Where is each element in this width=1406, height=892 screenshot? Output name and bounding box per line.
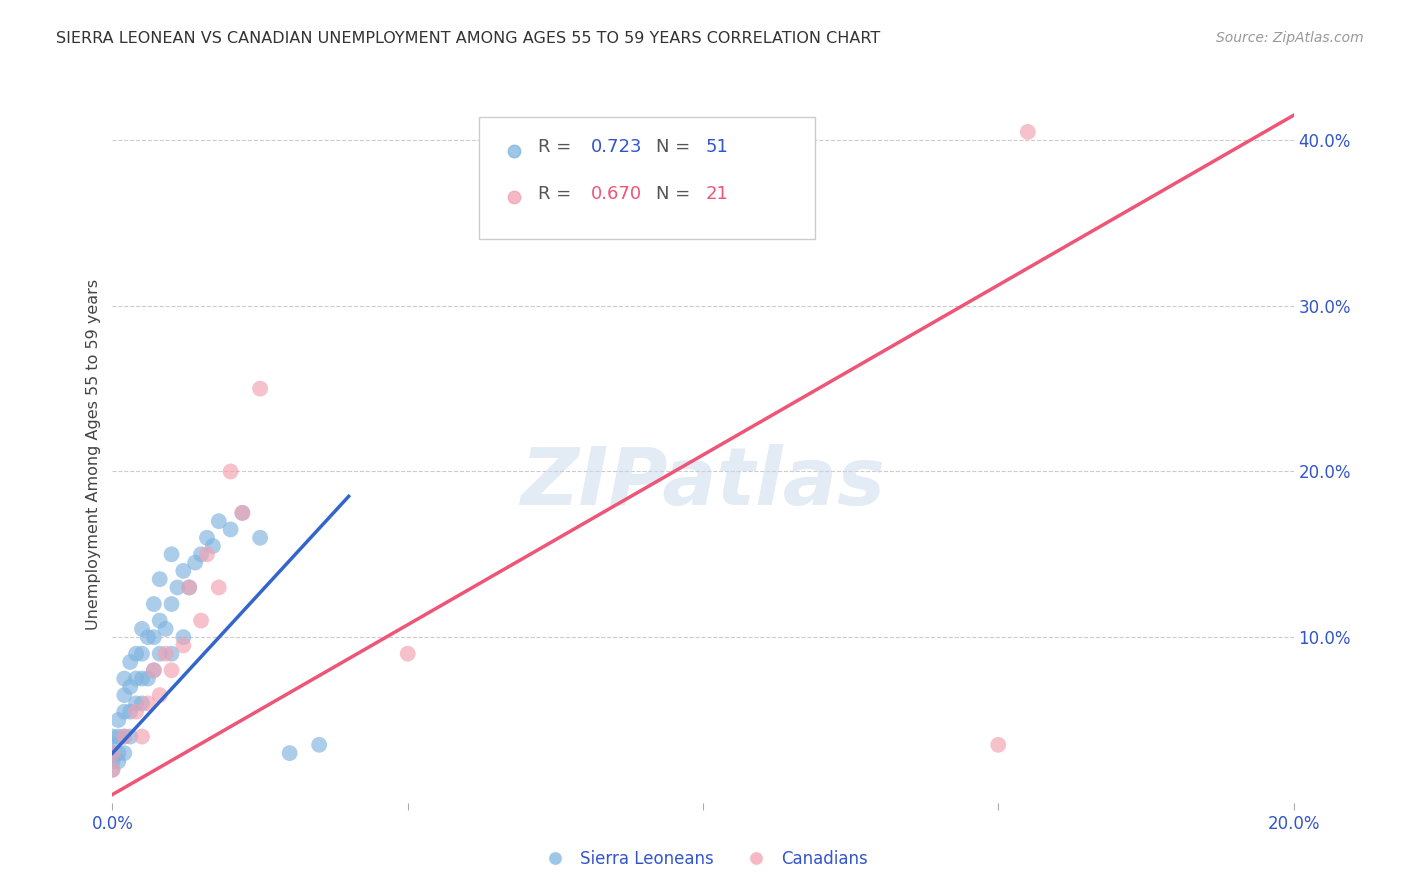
- Point: [120, 655, 142, 669]
- Y-axis label: Unemployment Among Ages 55 to 59 years: Unemployment Among Ages 55 to 59 years: [86, 279, 101, 631]
- Point: [396, 647, 419, 661]
- Point: [101, 746, 124, 760]
- Point: [125, 705, 148, 719]
- Point: [219, 523, 242, 537]
- FancyBboxPatch shape: [478, 118, 815, 239]
- Text: R =: R =: [537, 138, 576, 156]
- Point: [112, 730, 135, 744]
- Point: [149, 647, 172, 661]
- Text: N =: N =: [655, 138, 696, 156]
- Point: [101, 763, 124, 777]
- Point: [125, 647, 148, 661]
- Point: [172, 639, 194, 653]
- Point: [155, 622, 177, 636]
- Text: N =: N =: [655, 185, 696, 203]
- Point: [166, 581, 188, 595]
- Point: [142, 630, 165, 644]
- Point: [131, 697, 153, 711]
- Point: [125, 697, 148, 711]
- Point: [231, 506, 253, 520]
- Point: [160, 647, 183, 661]
- Point: [101, 746, 124, 760]
- Point: [101, 763, 124, 777]
- Point: [249, 531, 271, 545]
- Text: ZIPatlas: ZIPatlas: [520, 443, 886, 522]
- Point: [201, 539, 224, 553]
- Point: [249, 382, 271, 396]
- Text: R =: R =: [537, 185, 576, 203]
- Point: [101, 738, 124, 752]
- Point: [195, 531, 218, 545]
- Point: [131, 622, 153, 636]
- Point: [107, 746, 129, 760]
- Point: [195, 547, 218, 561]
- Point: [131, 730, 153, 744]
- Point: [131, 647, 153, 661]
- Text: 0.723: 0.723: [591, 138, 643, 156]
- Point: [120, 680, 142, 694]
- Point: [136, 697, 159, 711]
- Point: [155, 647, 177, 661]
- Point: [219, 465, 242, 479]
- Point: [136, 672, 159, 686]
- Text: 21: 21: [706, 185, 728, 203]
- Point: [208, 581, 231, 595]
- Text: SIERRA LEONEAN VS CANADIAN UNEMPLOYMENT AMONG AGES 55 TO 59 YEARS CORRELATION CH: SIERRA LEONEAN VS CANADIAN UNEMPLOYMENT …: [56, 31, 880, 46]
- Point: [179, 581, 201, 595]
- Point: [208, 514, 231, 528]
- Legend: Sierra Leoneans, Canadians: Sierra Leoneans, Canadians: [531, 843, 875, 874]
- Point: [231, 506, 253, 520]
- Point: [101, 755, 124, 769]
- Text: 51: 51: [706, 138, 728, 156]
- Point: [160, 663, 183, 677]
- Point: [149, 688, 172, 702]
- Point: [278, 746, 301, 760]
- Point: [1017, 125, 1039, 139]
- Point: [112, 688, 135, 702]
- Point: [160, 597, 183, 611]
- Point: [107, 730, 129, 744]
- Point: [308, 738, 330, 752]
- Point: [149, 614, 172, 628]
- Point: [149, 572, 172, 586]
- Point: [107, 713, 129, 727]
- Text: 0.670: 0.670: [591, 185, 643, 203]
- Point: [184, 556, 207, 570]
- Point: [120, 730, 142, 744]
- Point: [131, 672, 153, 686]
- Point: [136, 630, 159, 644]
- Text: Source: ZipAtlas.com: Source: ZipAtlas.com: [1216, 31, 1364, 45]
- Point: [112, 746, 135, 760]
- Point: [101, 730, 124, 744]
- Point: [190, 547, 212, 561]
- Point: [172, 630, 194, 644]
- Point: [142, 663, 165, 677]
- Point: [112, 672, 135, 686]
- Point: [112, 705, 135, 719]
- Point: [160, 547, 183, 561]
- Point: [172, 564, 194, 578]
- Point: [179, 581, 201, 595]
- Point: [112, 730, 135, 744]
- Point: [120, 705, 142, 719]
- Point: [107, 755, 129, 769]
- Point: [125, 672, 148, 686]
- Point: [190, 614, 212, 628]
- Point: [142, 597, 165, 611]
- Point: [987, 738, 1010, 752]
- Point: [142, 663, 165, 677]
